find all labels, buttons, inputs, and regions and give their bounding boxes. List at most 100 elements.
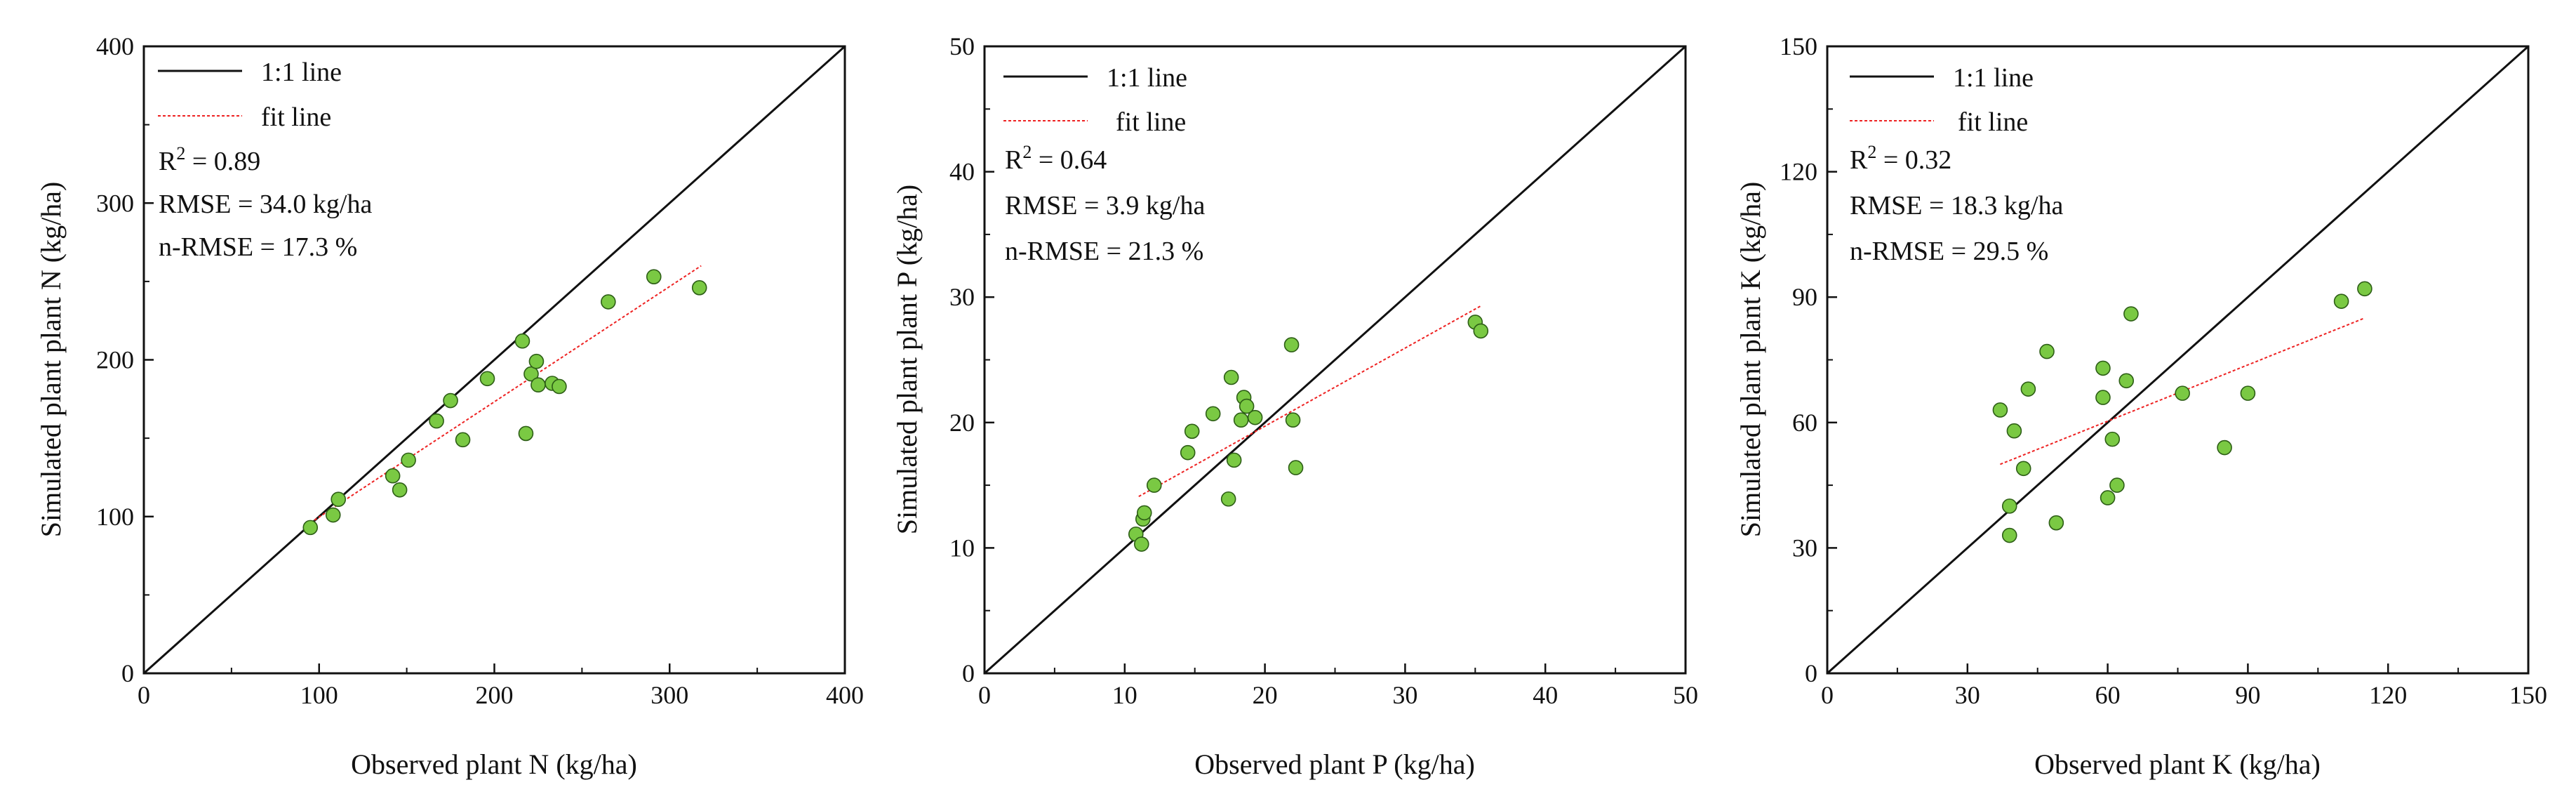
y-tick-label: 90 (1792, 283, 1817, 311)
data-point (528, 353, 545, 369)
y-tick-label: 150 (1780, 32, 1817, 60)
data-point (401, 452, 416, 468)
data-point (2006, 423, 2022, 439)
x-tick-label: 0 (1821, 681, 1834, 709)
data-point (530, 377, 546, 393)
y-tick-label: 120 (1780, 158, 1817, 186)
y-axis-title: Simulated plant plant K (kg/ha) (1735, 182, 1766, 538)
panel-plant-p: 0 10 20 30 40 50 0 10 20 30 40 50 1:1 line fit line… (891, 32, 1698, 780)
data-point (1205, 406, 1221, 422)
axis-ticks: 0 30 60 90 120 150 0 30 60 90 120 150 (1780, 32, 2547, 709)
legend-one-to-one-label: 1:1 line (1953, 63, 2034, 93)
y-tick-label: 200 (96, 346, 134, 374)
x-tick-label: 100 (300, 681, 338, 709)
legend-fit-label: fit line (261, 103, 331, 132)
axis-ticks: 0 10 20 30 40 50 0 10 20 30 40 50 (949, 32, 1698, 709)
data-point (302, 520, 319, 536)
x-tick-label: 90 (2235, 681, 2260, 709)
data-point (2048, 515, 2064, 531)
data-point (455, 432, 471, 448)
data-point (2217, 440, 2232, 456)
data-point (479, 371, 495, 387)
data-point (1146, 477, 1162, 493)
data-point (2095, 360, 2111, 376)
r-squared-annotation: R2 = 0.32 (1850, 142, 1951, 175)
x-axis-title: Observed plant N (kg/ha) (351, 748, 637, 780)
data-point (385, 468, 401, 484)
n-rmse-annotation: n-RMSE = 29.5 % (1850, 237, 2048, 266)
x-tick-label: 150 (2509, 681, 2547, 709)
fit-line (1138, 305, 1481, 498)
y-tick-label: 40 (949, 158, 975, 186)
data-point (514, 333, 530, 349)
panel-plant-k: 0 30 60 90 120 150 0 30 60 90 120 150 1:1 line fit … (1735, 32, 2547, 780)
data-points (1128, 315, 1489, 552)
data-point (1285, 412, 1301, 428)
x-tick-label: 30 (1955, 681, 1980, 709)
data-point (2001, 498, 2017, 514)
legend-fit-label: fit line (1958, 107, 2028, 137)
y-tick-label: 60 (1792, 409, 1817, 437)
x-tick-label: 40 (1533, 681, 1558, 709)
data-point (1180, 444, 1196, 461)
data-point (1233, 412, 1249, 428)
data-point (601, 294, 616, 310)
axis-ticks: 0 100 200 300 400 0 100 200 300 400 (96, 32, 864, 709)
data-point (2357, 281, 2373, 297)
r-squared-annotation: R2 = 0.89 (159, 143, 260, 176)
data-point (2095, 390, 2111, 405)
data-point (1226, 452, 1242, 468)
y-axis-title: Simulated plant plant N (kg/ha) (35, 182, 67, 538)
x-tick-label: 400 (826, 681, 864, 709)
x-tick-label: 120 (2369, 681, 2407, 709)
data-point (1283, 337, 1300, 352)
data-point (1220, 491, 1236, 507)
rmse-annotation: RMSE = 18.3 kg/ha (1850, 191, 2063, 220)
y-tick-label: 30 (1792, 534, 1817, 562)
data-point (1247, 409, 1263, 425)
y-tick-label: 50 (949, 32, 975, 60)
data-point (2020, 381, 2036, 397)
data-point (1992, 402, 2008, 418)
x-tick-label: 60 (2095, 681, 2121, 709)
y-tick-label: 400 (96, 32, 134, 60)
y-axis-title: Simulated plant plant P (kg/ha) (891, 185, 923, 534)
rmse-annotation: RMSE = 34.0 kg/ha (159, 190, 372, 219)
data-point (325, 507, 341, 523)
data-point (1223, 369, 1239, 385)
x-tick-label: 0 (978, 681, 991, 709)
data-point (2015, 461, 2031, 477)
x-tick-label: 10 (1112, 681, 1137, 709)
data-point (2333, 293, 2349, 309)
y-tick-label: 0 (1805, 659, 1817, 687)
data-point (2100, 490, 2116, 506)
data-point (392, 482, 408, 498)
n-rmse-annotation: n-RMSE = 17.3 % (159, 232, 357, 262)
x-axis-title: Observed plant P (kg/ha) (1194, 748, 1475, 780)
y-tick-label: 30 (949, 283, 975, 311)
data-point (2104, 431, 2121, 447)
y-tick-label: 0 (121, 659, 134, 687)
data-point (2109, 477, 2125, 493)
n-rmse-annotation: n-RMSE = 21.3 % (1005, 237, 1203, 266)
rmse-annotation: RMSE = 3.9 kg/ha (1005, 191, 1205, 220)
data-point (2123, 306, 2139, 322)
x-tick-label: 0 (138, 681, 150, 709)
data-points (302, 269, 707, 536)
data-point (2240, 385, 2256, 401)
data-point (1239, 398, 1255, 414)
one-to-one-line (984, 45, 1686, 675)
r-squared-annotation: R2 = 0.64 (1005, 142, 1107, 175)
y-tick-label: 300 (96, 189, 134, 217)
data-point (429, 413, 444, 429)
x-tick-label: 300 (650, 681, 688, 709)
y-tick-label: 0 (962, 659, 975, 687)
data-point (2039, 343, 2055, 359)
x-tick-label: 30 (1392, 681, 1417, 709)
data-point (1184, 423, 1200, 440)
data-point (1473, 323, 1489, 339)
one-to-one-line (143, 45, 846, 675)
legend-fit-label: fit line (1116, 107, 1186, 137)
data-point (552, 378, 567, 395)
